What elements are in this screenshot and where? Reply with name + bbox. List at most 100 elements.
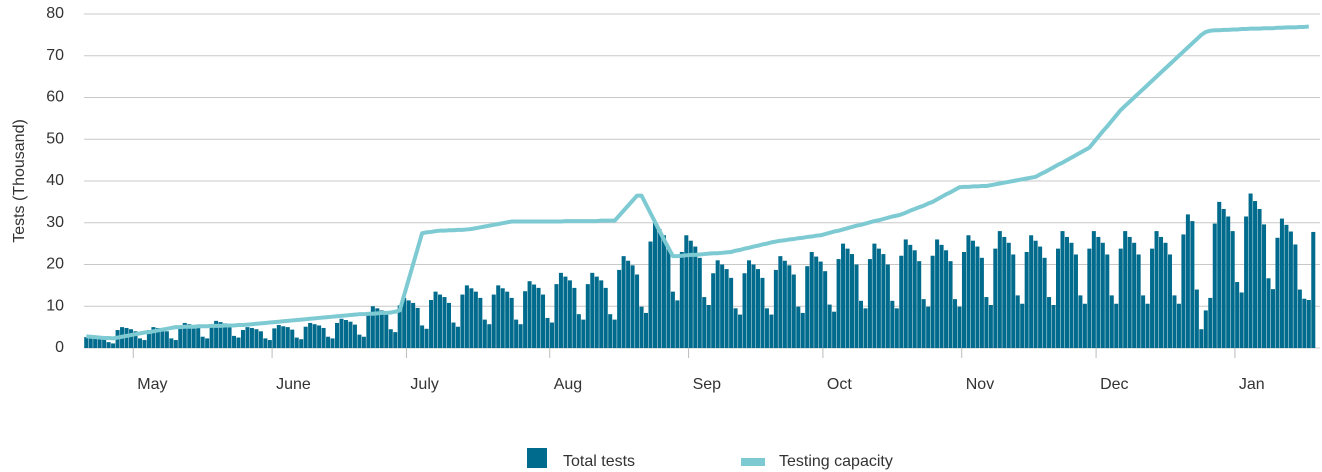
bar bbox=[975, 246, 980, 348]
bar bbox=[621, 256, 626, 348]
bar bbox=[93, 335, 98, 348]
y-tick-label: 50 bbox=[46, 130, 64, 147]
legend-swatch bbox=[527, 448, 547, 468]
bar bbox=[1073, 254, 1078, 348]
x-tick-label: Sep bbox=[693, 376, 722, 393]
bar bbox=[764, 308, 769, 348]
bar bbox=[567, 280, 572, 348]
bar bbox=[747, 260, 752, 348]
bar bbox=[1257, 208, 1262, 348]
bar bbox=[151, 327, 156, 348]
bar bbox=[1029, 235, 1034, 348]
bar bbox=[630, 265, 635, 348]
bar bbox=[1266, 278, 1271, 348]
bar bbox=[1235, 282, 1240, 348]
bar bbox=[724, 269, 729, 348]
x-tick-label: July bbox=[410, 376, 438, 393]
bar bbox=[711, 273, 716, 348]
bar bbox=[1064, 236, 1069, 348]
bar bbox=[572, 287, 577, 348]
bar bbox=[200, 336, 205, 348]
bar bbox=[1176, 303, 1181, 348]
bar bbox=[639, 306, 644, 348]
bar bbox=[129, 329, 134, 348]
bar bbox=[1096, 236, 1101, 348]
y-tick-label: 40 bbox=[46, 172, 64, 189]
bar bbox=[451, 322, 456, 348]
bar bbox=[482, 319, 487, 348]
bar bbox=[317, 325, 322, 348]
x-tick-label: Jan bbox=[1239, 376, 1265, 393]
bar bbox=[321, 327, 326, 348]
bar bbox=[523, 291, 528, 348]
bar bbox=[1056, 248, 1061, 348]
bar bbox=[1262, 224, 1267, 348]
bar bbox=[1194, 289, 1199, 348]
bar bbox=[97, 336, 102, 348]
bar bbox=[558, 272, 563, 348]
x-tick-label: Aug bbox=[554, 376, 582, 393]
y-tick-label: 60 bbox=[46, 89, 64, 106]
bar bbox=[720, 264, 725, 348]
bar bbox=[384, 314, 389, 348]
bar bbox=[612, 319, 617, 348]
legend-label: Total tests bbox=[563, 453, 635, 470]
bar bbox=[84, 337, 89, 348]
bar bbox=[930, 255, 935, 348]
bar bbox=[1127, 236, 1132, 348]
bar bbox=[1123, 231, 1128, 348]
y-axis-label: Tests (Thousand) bbox=[11, 119, 28, 243]
bar bbox=[106, 342, 111, 348]
bar bbox=[894, 308, 899, 348]
bar bbox=[796, 306, 801, 348]
bar bbox=[178, 326, 183, 348]
bar bbox=[733, 308, 738, 348]
bar bbox=[912, 250, 917, 348]
bar bbox=[379, 310, 384, 348]
bar bbox=[738, 314, 743, 348]
bar bbox=[209, 325, 214, 348]
bar bbox=[406, 300, 411, 348]
bar bbox=[648, 241, 653, 348]
bar bbox=[1311, 231, 1316, 348]
bar bbox=[948, 261, 953, 348]
bar bbox=[1082, 303, 1087, 348]
y-tick-label: 30 bbox=[46, 214, 64, 231]
bar bbox=[361, 336, 366, 348]
x-tick-label: Oct bbox=[827, 376, 852, 393]
legend-label: Testing capacity bbox=[779, 453, 893, 470]
bar bbox=[617, 269, 622, 348]
bar bbox=[160, 329, 165, 348]
bar bbox=[1185, 214, 1190, 348]
bar bbox=[1253, 201, 1258, 348]
bar bbox=[487, 324, 492, 348]
bar bbox=[397, 305, 402, 348]
bar bbox=[137, 338, 142, 348]
bar bbox=[245, 327, 250, 348]
bar bbox=[661, 235, 666, 348]
bar bbox=[966, 235, 971, 348]
bar bbox=[1244, 216, 1249, 348]
bar bbox=[1145, 303, 1150, 348]
bar bbox=[635, 274, 640, 348]
x-tick-label: Dec bbox=[1100, 376, 1128, 393]
bar bbox=[773, 269, 778, 348]
bar bbox=[867, 259, 872, 348]
bar bbox=[133, 331, 138, 348]
bar bbox=[760, 277, 765, 348]
bar bbox=[675, 300, 680, 348]
bar bbox=[500, 288, 505, 348]
y-tick-label: 70 bbox=[46, 47, 64, 64]
bar bbox=[205, 338, 210, 348]
bar bbox=[442, 297, 447, 348]
bar bbox=[88, 335, 93, 348]
bar bbox=[1141, 295, 1146, 348]
bar bbox=[1154, 231, 1159, 348]
bar bbox=[1105, 254, 1110, 348]
bar bbox=[514, 319, 519, 348]
bar bbox=[935, 239, 940, 348]
bar bbox=[751, 264, 756, 348]
bar bbox=[281, 326, 286, 348]
bar bbox=[496, 285, 501, 348]
bar bbox=[845, 248, 850, 348]
